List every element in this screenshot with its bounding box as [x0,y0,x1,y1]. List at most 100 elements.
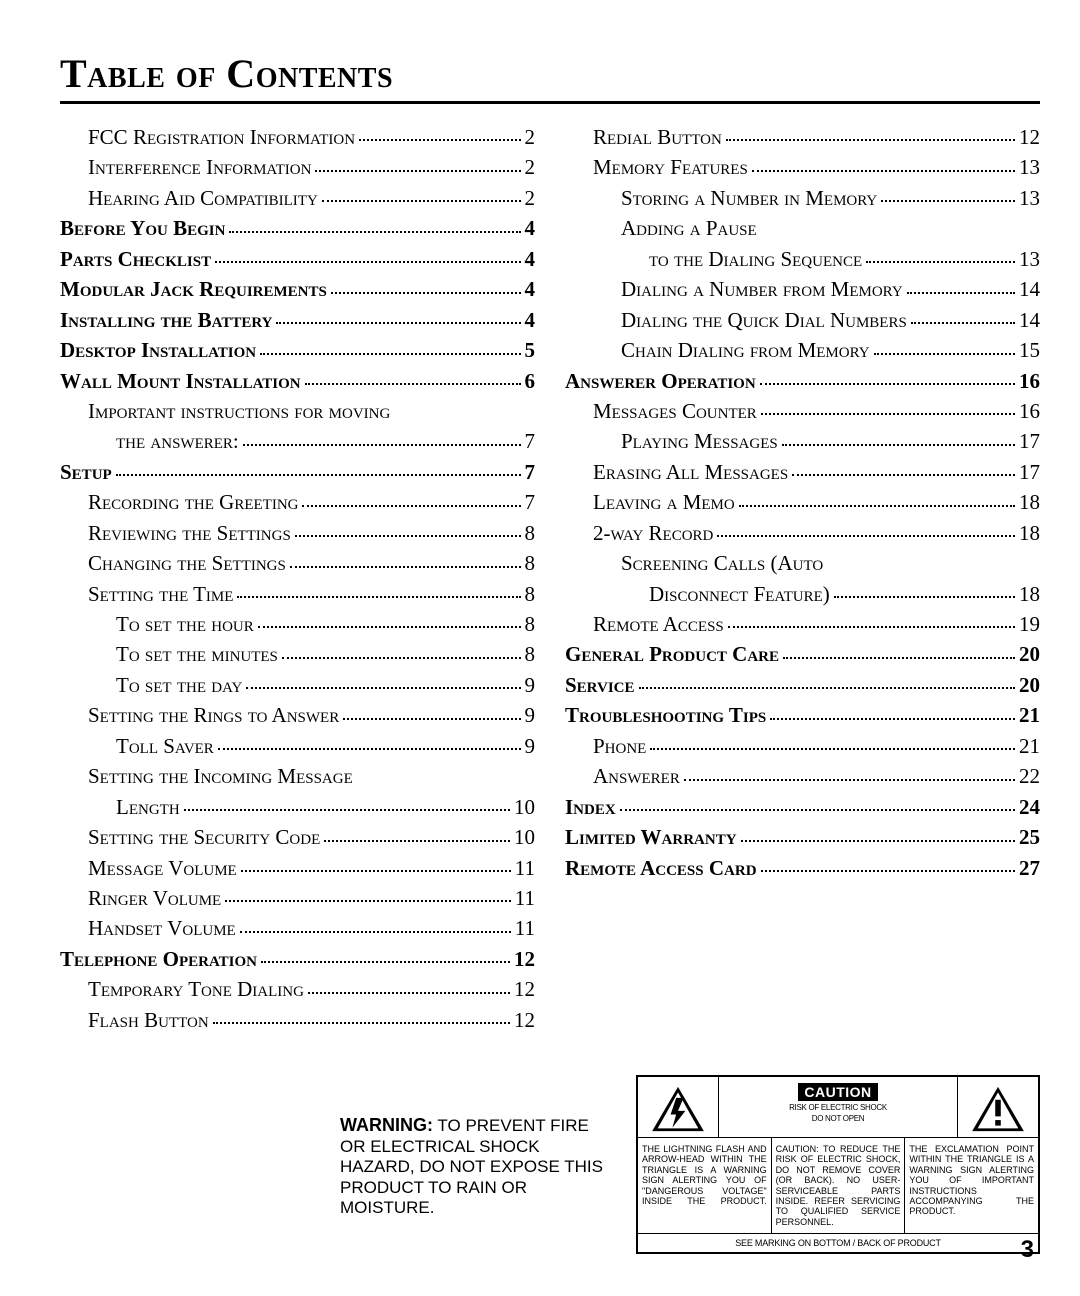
toc-label: FCC Registration Information [88,122,355,152]
toc-leader-dots [881,199,1015,202]
toc-entry: Ringer Volume11 [60,883,535,913]
toc-page: 12 [514,944,535,974]
toc-leader-dots [761,232,1036,233]
toc-page: 13 [1019,152,1040,182]
caution-top-row: CAUTION RISK OF ELECTRIC SHOCK DO NOT OP… [638,1077,1038,1138]
toc-entry: To set the day9 [60,670,535,700]
toc-label: Telephone Operation [60,944,257,974]
toc-leader-dots [620,808,1015,811]
caution-box: CAUTION RISK OF ELECTRIC SHOCK DO NOT OP… [636,1075,1040,1254]
toc-leader-dots [343,717,520,720]
toc-entry: To set the minutes8 [60,639,535,669]
toc-page: 18 [1019,487,1040,517]
toc-leader-dots [237,595,520,598]
toc-entry: Flash Button 12 [60,1005,535,1035]
toc-right-column: Redial Button12Memory Features13Storing … [565,122,1040,1035]
toc-label: Flash Button [88,1005,209,1035]
toc-entry: Chain Dialing from Memory15 [565,335,1040,365]
toc-label: Temporary Tone Dialing [88,974,304,1004]
toc-page: 12 [514,1005,535,1035]
toc-label: Installing the Battery [60,305,272,335]
toc-label: to the Dialing Sequence [649,244,862,274]
toc-label: Hearing Aid Compatibility [88,183,318,213]
toc-entry: Memory Features 13 [565,152,1040,182]
toc-page: 15 [1019,335,1040,365]
toc-leader-dots [282,656,521,659]
page: Table of Contents FCC Registration Infor… [0,0,1080,1294]
toc-entry: Index24 [565,792,1040,822]
toc-leader-dots [761,869,1015,872]
toc-label: Length [116,792,180,822]
toc-entry: Storing a Number in Memory13 [565,183,1040,213]
toc-page: 11 [515,913,535,943]
toc-leader-dots [770,717,1015,720]
toc-label: Important instructions for moving [88,396,390,426]
toc-label: Setting the Incoming Message [88,761,353,791]
toc-entry: Answerer22 [565,761,1040,791]
toc-entry: Phone21 [565,731,1040,761]
toc-page: 8 [525,548,536,578]
toc-entry: Setting the Time 8 [60,579,535,609]
page-title: Table of Contents [60,50,1040,104]
toc-page: 10 [514,792,535,822]
toc-label: Phone [593,731,646,761]
toc-entry: Setting the Security Code10 [60,822,535,852]
toc-label: Setup [60,457,112,487]
toc-leader-dots [741,839,1015,842]
caution-sub-2: DO NOT OPEN [723,1115,953,1123]
toc-page: 14 [1019,274,1040,304]
toc-leader-dots [322,199,521,202]
toc-page: 20 [1019,670,1040,700]
toc-entry: Reviewing the Settings8 [60,518,535,548]
toc-entry: Handset Volume 11 [60,913,535,943]
toc-entry: Hearing Aid Compatibility2 [60,183,535,213]
toc-leader-dots [752,169,1015,172]
toc-leader-dots [650,747,1015,750]
toc-entry: Limited Warranty25 [565,822,1040,852]
toc-leader-dots [305,382,521,385]
toc-entry: Messages Counter16 [565,396,1040,426]
toc-leader-dots [331,291,521,294]
toc-leader-dots [834,595,1015,598]
warning-label: WARNING: [340,1115,433,1135]
toc-page: 16 [1019,366,1040,396]
toc-label: Memory Features [593,152,748,182]
toc-page: 13 [1019,244,1040,274]
toc-label: Toll Saver [116,731,214,761]
toc-page: 14 [1019,305,1040,335]
toc-label: Modular Jack Requirements [60,274,327,304]
toc-page: 9 [525,670,536,700]
toc-label: Redial Button [593,122,722,152]
toc-label: Playing Messages [621,426,778,456]
toc-page: 10 [514,822,535,852]
toc-label: Ringer Volume [88,883,221,913]
toc-leader-dots [276,321,520,324]
toc-entry: Changing the Settings8 [60,548,535,578]
toc-page: 12 [1019,122,1040,152]
toc-entry: Redial Button 12 [565,122,1040,152]
toc-label: Setting the Time [88,579,233,609]
toc-page: 4 [525,274,536,304]
toc-leader-dots [258,625,521,628]
toc-label: Handset Volume [88,913,236,943]
toc-label: Screening Calls (Auto [621,548,823,578]
toc-leader-dots [324,839,510,842]
toc-entry: Playing Messages17 [565,426,1040,456]
toc-page: 13 [1019,183,1040,213]
toc-leader-dots [866,260,1015,263]
toc-label: Wall Mount Installation [60,366,301,396]
toc-leader-dots [213,1021,510,1024]
caution-left-text: THE LIGHTNING FLASH AND ARROW-HEAD WITHI… [638,1138,772,1233]
toc-entry: Dialing the Quick Dial Numbers14 [565,305,1040,335]
toc-label: Adding a Pause [621,213,757,243]
toc-entry: Telephone Operation 12 [60,944,535,974]
toc-page: 5 [525,335,536,365]
toc-leader-dots [359,138,520,141]
toc-entry: Remote Access Card27 [565,853,1040,883]
caution-badge: CAUTION [798,1083,877,1101]
lightning-triangle-icon [638,1077,719,1137]
toc-page: 8 [525,639,536,669]
toc-leader-dots [907,291,1015,294]
toc-page: 8 [525,579,536,609]
toc-leader-dots [302,504,520,507]
